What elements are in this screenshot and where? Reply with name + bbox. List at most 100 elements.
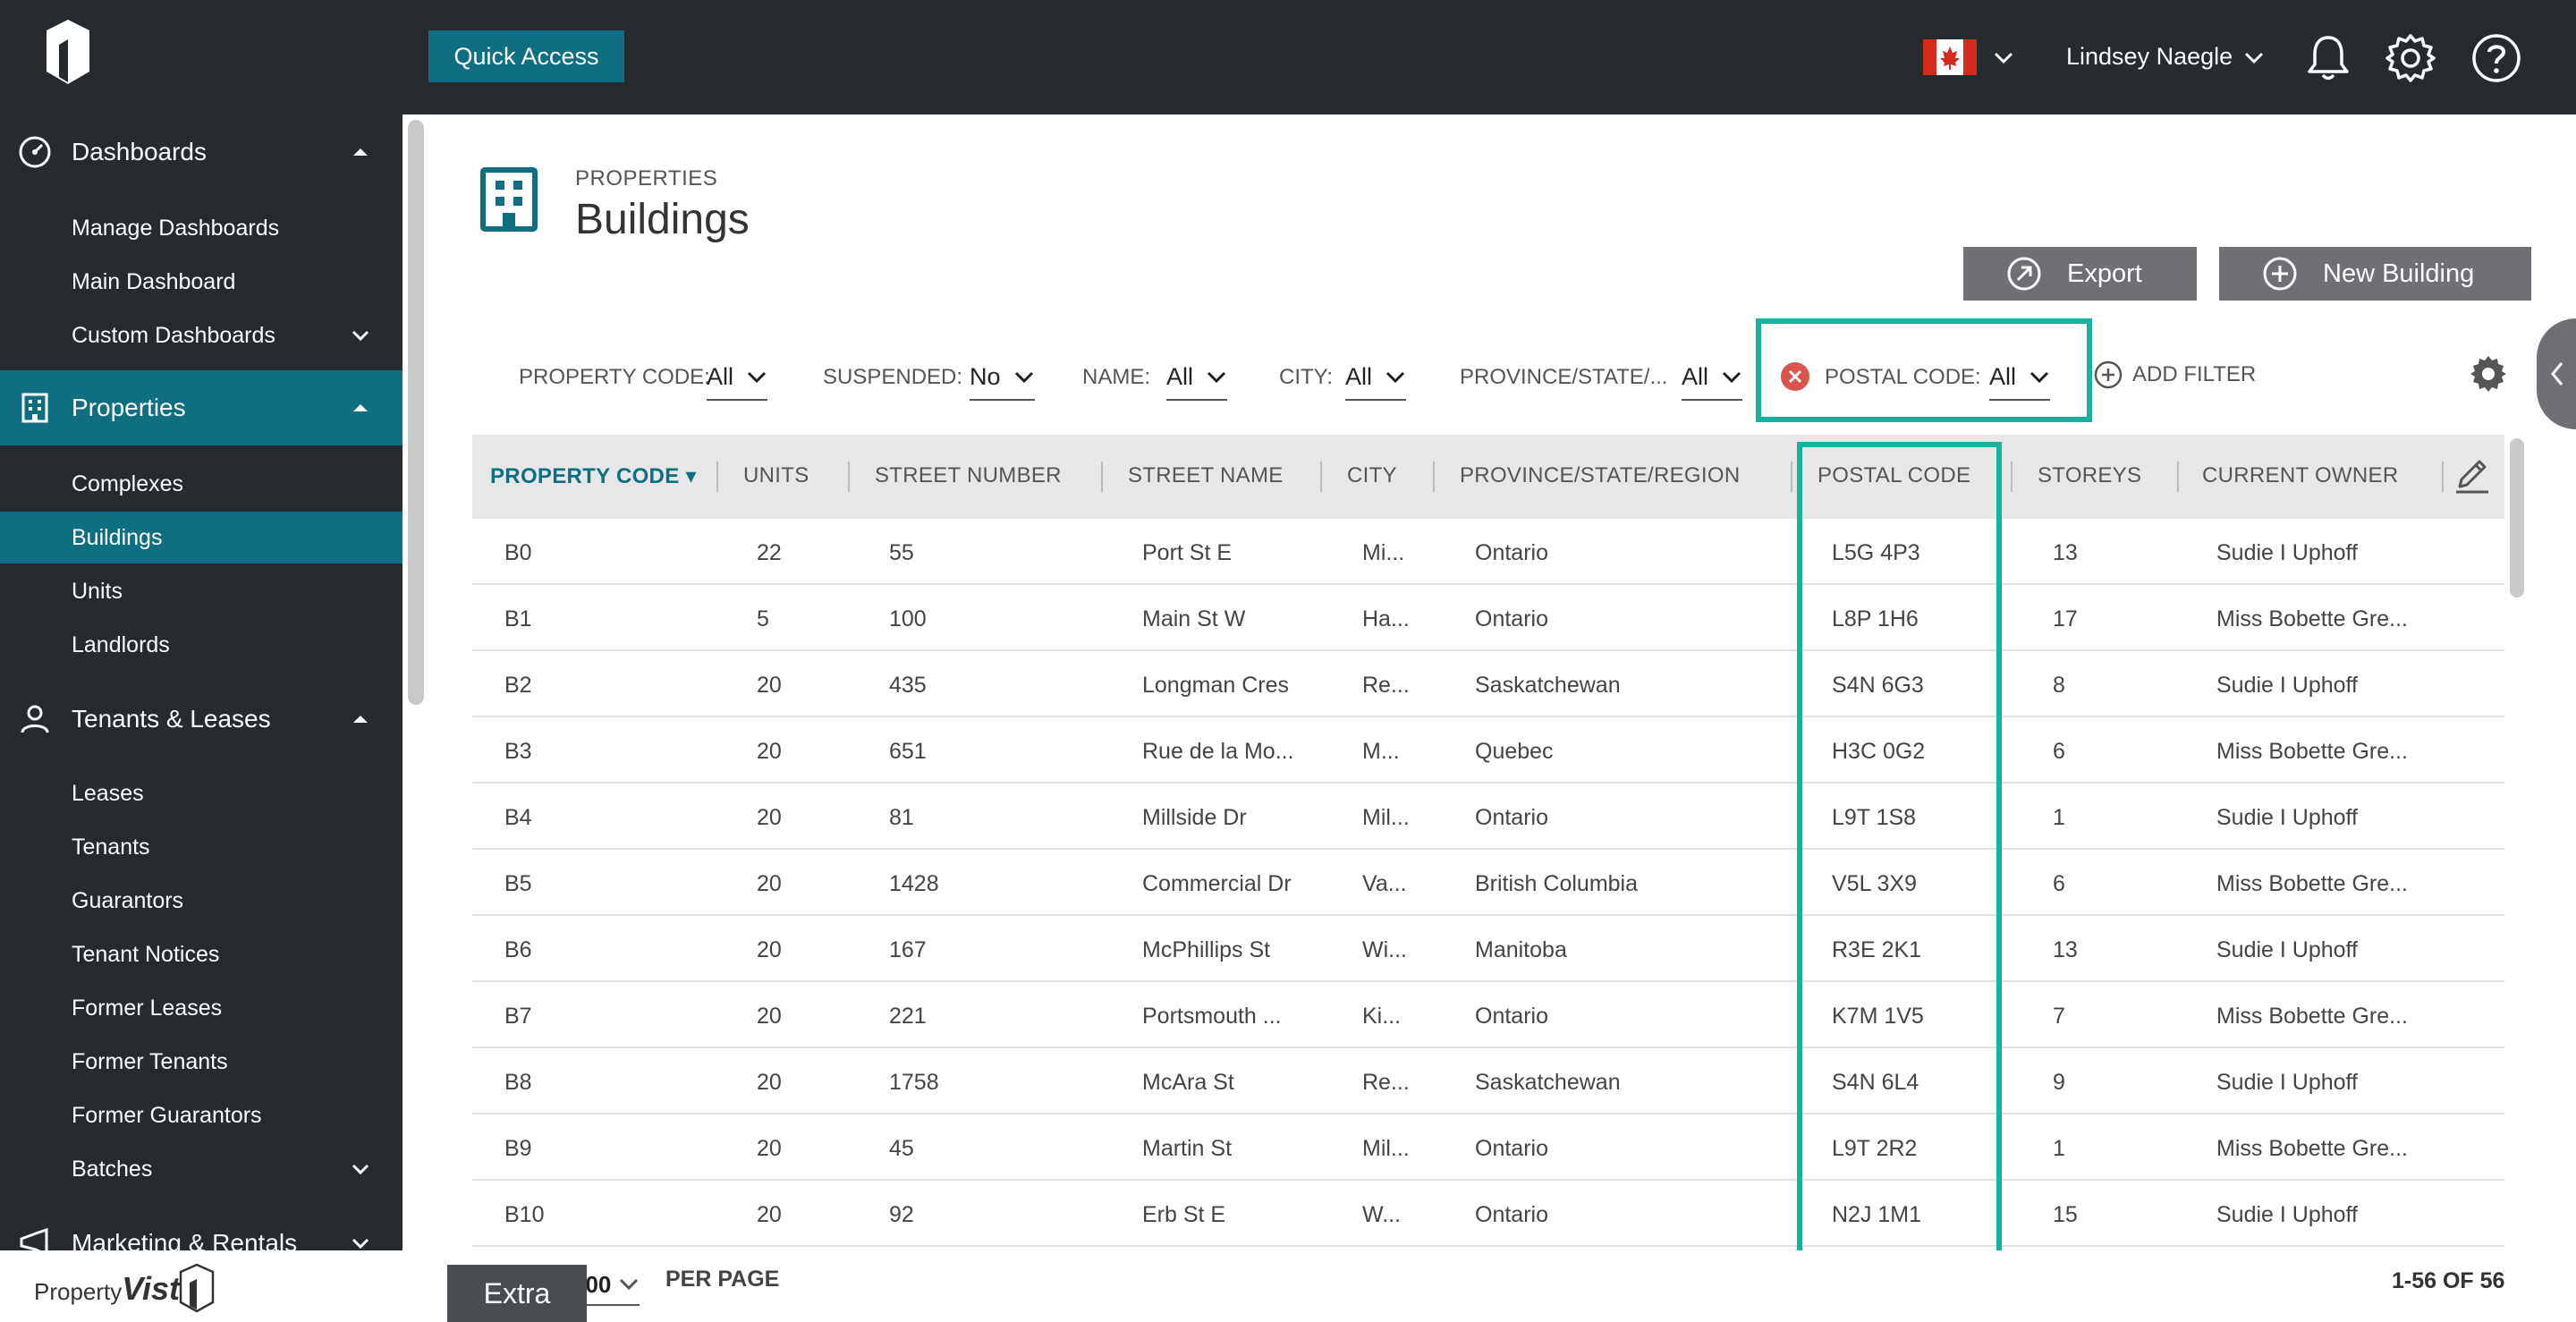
chevron-down-icon (1014, 371, 1033, 384)
chevron-down-icon (1722, 371, 1741, 384)
sidebar-item-leases[interactable]: Leases (0, 767, 402, 819)
column-divider[interactable] (1791, 462, 1792, 492)
sidebar-item-main-dashboard[interactable]: Main Dashboard (0, 256, 402, 308)
filter-value-dropdown[interactable]: All (707, 363, 768, 401)
notification-bell-icon[interactable] (2306, 32, 2351, 82)
chevron-down-icon (1385, 371, 1405, 384)
column-divider[interactable] (1433, 462, 1435, 492)
cell-property-code[interactable]: B3 (504, 739, 532, 764)
column-header-property-code[interactable]: PROPERTY CODE ▾ (490, 463, 697, 489)
chevron-down-icon[interactable] (349, 1160, 372, 1178)
sidebar-item-units[interactable]: Units (0, 565, 402, 617)
column-divider[interactable] (2442, 462, 2444, 492)
sidebar-item-former-tenants[interactable]: Former Tenants (0, 1036, 402, 1088)
column-header-units[interactable]: UNITS (743, 463, 809, 487)
column-header-province[interactable]: PROVINCE/STATE/REGION (1460, 463, 1741, 487)
caret-up-icon[interactable] (349, 399, 372, 417)
chevron-down-icon[interactable] (1991, 47, 2016, 68)
quick-access-button[interactable]: Quick Access (428, 30, 624, 82)
cell-property-code[interactable]: B5 (504, 871, 532, 896)
clear-filter-icon[interactable] (1780, 361, 1810, 392)
help-icon[interactable] (2470, 32, 2522, 84)
sidebar-item-custom-dashboards[interactable]: Custom Dashboards (0, 309, 402, 361)
sidebar-item-buildings[interactable]: Buildings (0, 512, 402, 564)
filter-value-dropdown[interactable]: All (1166, 363, 1228, 401)
sidebar-section-properties[interactable]: Properties (0, 370, 402, 445)
table-row[interactable]: B3 20 651 Rue de la Mo... M... Quebec H3… (472, 717, 2504, 784)
settings-gear-icon[interactable] (2469, 354, 2508, 394)
edit-columns-pencil-icon[interactable] (2453, 454, 2492, 494)
column-divider[interactable] (848, 462, 850, 492)
cell-property-code[interactable]: B8 (504, 1070, 532, 1095)
chevron-down-icon[interactable] (349, 326, 372, 344)
sidebar-item-tenant-notices[interactable]: Tenant Notices (0, 928, 402, 980)
sidebar-item-manage-dashboards[interactable]: Manage Dashboards (0, 202, 402, 254)
sidebar-item-complexes[interactable]: Complexes (0, 458, 402, 510)
chevron-down-icon[interactable] (2241, 47, 2267, 68)
caret-up-icon[interactable] (349, 143, 372, 161)
cell-property-code[interactable]: B7 (504, 1004, 532, 1029)
chevron-down-icon[interactable] (349, 1234, 372, 1252)
column-header-postal-code[interactable]: POSTAL CODE (1818, 463, 1971, 487)
main-scrollbar-thumb[interactable] (408, 120, 424, 705)
extra-button[interactable]: Extra (447, 1265, 587, 1322)
sidebar-section-tenants-leases[interactable]: Tenants & Leases (0, 682, 402, 757)
side-panel-toggle[interactable] (2537, 318, 2576, 429)
add-filter-button[interactable]: ADD FILTER (2093, 360, 2256, 390)
table-row[interactable]: B4 20 81 Millside Dr Mil... Ontario L9T … (472, 784, 2504, 850)
table-row[interactable]: B1 5 100 Main St W Ha... Ontario L8P 1H6… (472, 585, 2504, 651)
column-header-current-owner[interactable]: CURRENT OWNER (2202, 463, 2399, 487)
canada-flag-icon[interactable] (1923, 39, 1977, 75)
filter-label: CITY: (1279, 365, 1334, 389)
table-scrollbar-thumb[interactable] (2510, 438, 2524, 597)
table-row[interactable]: B10 20 92 Erb St E W... Ontario N2J 1M1 … (472, 1181, 2504, 1247)
table-row[interactable]: B7 20 221 Portsmouth ... Ki... Ontario K… (472, 982, 2504, 1048)
breadcrumb[interactable]: PROPERTIES (575, 166, 718, 191)
sidebar-item-former-guarantors[interactable]: Former Guarantors (0, 1089, 402, 1141)
app-logo-icon[interactable] (43, 18, 93, 89)
column-divider[interactable] (716, 462, 718, 492)
column-divider[interactable] (2011, 462, 2012, 492)
sidebar-item-former-leases[interactable]: Former Leases (0, 982, 402, 1034)
cell-property-code[interactable]: B10 (504, 1202, 545, 1227)
sidebar-item-tenants[interactable]: Tenants (0, 821, 402, 873)
filter-value-dropdown[interactable]: All (1345, 363, 1407, 401)
table-row[interactable]: B5 20 1428 Commercial Dr Va... British C… (472, 850, 2504, 916)
column-divider[interactable] (1101, 462, 1103, 492)
column-header-street-number[interactable]: STREET NUMBER (875, 463, 1062, 487)
cell-property-code[interactable]: B6 (504, 937, 532, 962)
filter-value-dropdown[interactable]: All (1989, 363, 2051, 401)
caret-up-icon[interactable] (349, 710, 372, 728)
column-divider[interactable] (2177, 462, 2179, 492)
column-divider[interactable] (1320, 462, 1322, 492)
user-name[interactable]: Lindsey Naegle (2066, 43, 2233, 70)
cell-city: Wi... (1362, 937, 1407, 962)
cell-street-number: 651 (889, 739, 927, 764)
cell-property-code[interactable]: B4 (504, 805, 532, 830)
table-row[interactable]: B8 20 1758 McAra St Re... Saskatchewan S… (472, 1048, 2504, 1114)
sidebar-section-dashboards[interactable]: Dashboards (0, 114, 402, 190)
column-header-storeys[interactable]: STOREYS (2038, 463, 2142, 487)
brand-text: Property (34, 1278, 123, 1305)
table-row[interactable]: B6 20 167 McPhillips St Wi... Manitoba R… (472, 916, 2504, 982)
table-row[interactable]: B0 22 55 Port St E Mi... Ontario L5G 4P3… (472, 519, 2504, 585)
filter-value-dropdown[interactable]: All (1682, 363, 1743, 401)
cell-province: Ontario (1475, 540, 1548, 565)
chevron-down-icon (747, 371, 767, 384)
cell-property-code[interactable]: B0 (504, 540, 532, 565)
cell-property-code[interactable]: B1 (504, 606, 532, 631)
export-button[interactable]: Export (1963, 247, 2197, 301)
cell-property-code[interactable]: B9 (504, 1136, 532, 1161)
sidebar-item-batches[interactable]: Batches (0, 1143, 402, 1195)
filter-value-dropdown[interactable]: No (970, 363, 1035, 401)
new-building-button[interactable]: New Building (2219, 247, 2531, 301)
column-header-city[interactable]: CITY (1347, 463, 1397, 487)
sidebar-item-guarantors[interactable]: Guarantors (0, 875, 402, 927)
sidebar-item-landlords[interactable]: Landlords (0, 619, 402, 671)
settings-gear-icon[interactable] (2385, 32, 2436, 84)
table-row[interactable]: B9 20 45 Martin St Mil... Ontario L9T 2R… (472, 1114, 2504, 1181)
table-row[interactable]: B2 20 435 Longman Cres Re... Saskatchewa… (472, 651, 2504, 717)
column-header-street-name[interactable]: STREET NAME (1128, 463, 1284, 487)
cell-property-code[interactable]: B2 (504, 673, 532, 698)
filter-value: No (970, 363, 1001, 390)
